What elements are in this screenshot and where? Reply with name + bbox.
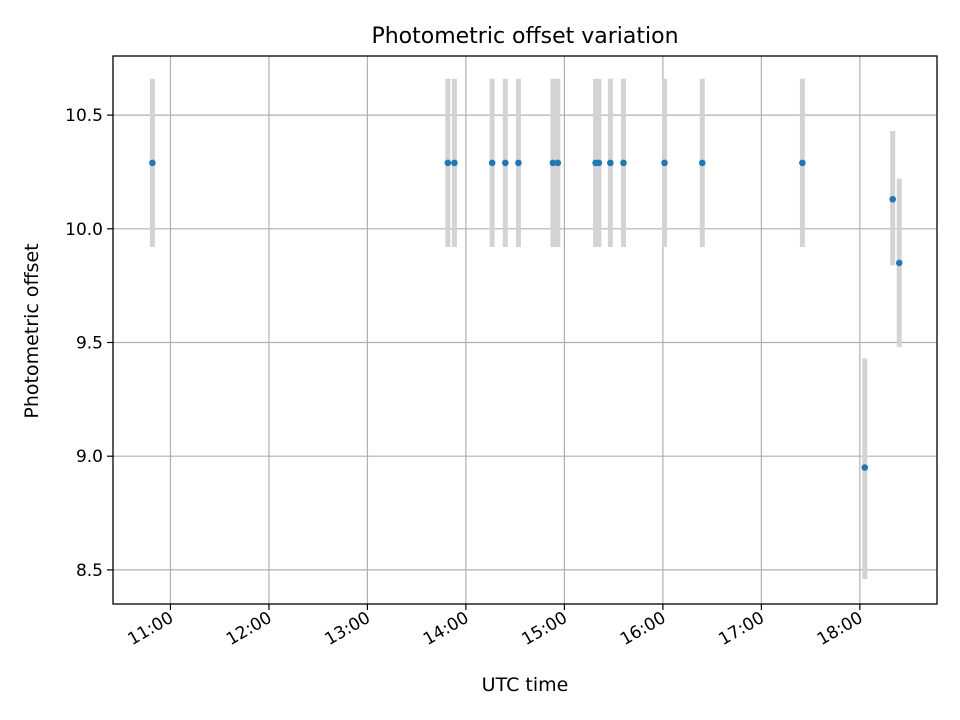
data-point xyxy=(889,195,896,203)
y-tick-label: 10.5 xyxy=(65,106,103,126)
y-tick-label: 10.0 xyxy=(65,220,103,240)
data-point xyxy=(861,464,869,471)
data-point xyxy=(799,159,806,167)
data-point xyxy=(515,159,522,167)
y-axis-ticks: 8.5 9.0 9.5 10.0 10.5 xyxy=(65,106,113,581)
data-point xyxy=(149,159,156,167)
data-points xyxy=(149,159,903,471)
x-axis-label: UTC time xyxy=(482,674,569,696)
data-point xyxy=(451,159,458,167)
data-point xyxy=(488,159,496,167)
chart-title: Photometric offset variation xyxy=(371,24,678,49)
data-point xyxy=(661,159,668,167)
plot-frame xyxy=(112,55,938,605)
y-axis-label: Photometric offset xyxy=(21,243,43,418)
y-tick-label: 9.5 xyxy=(76,334,103,354)
data-point xyxy=(698,159,706,167)
data-point xyxy=(502,159,509,167)
data-point xyxy=(444,159,452,167)
data-point xyxy=(620,159,627,167)
data-point xyxy=(595,159,603,167)
data-point xyxy=(895,259,903,267)
y-tick-label: 9.0 xyxy=(76,447,103,467)
y-tick-label: 8.5 xyxy=(76,561,103,581)
data-point xyxy=(607,159,614,167)
data-point xyxy=(549,159,557,167)
data-point xyxy=(554,159,562,167)
